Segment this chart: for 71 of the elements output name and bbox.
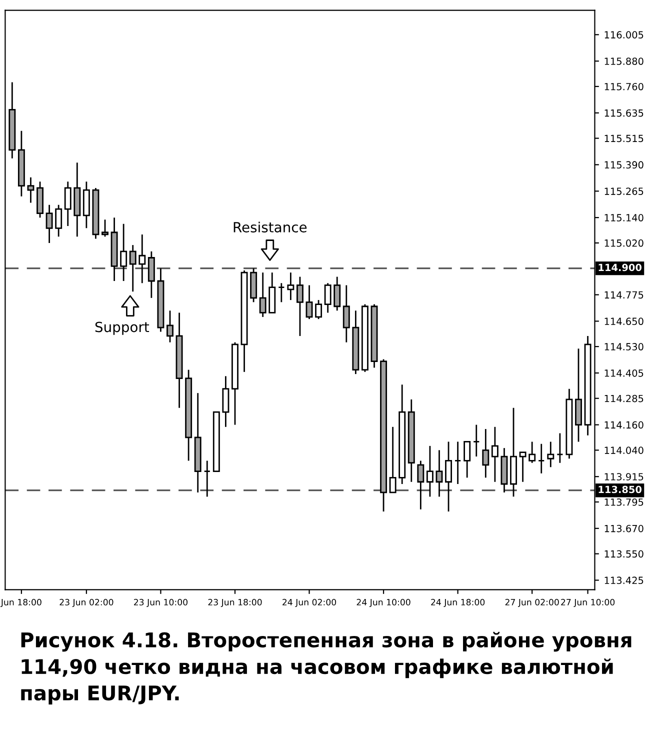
candlestick [315,299,322,320]
candlestick [222,375,230,428]
y-tick-label: 114.405 [604,369,644,377]
candlestick [556,432,564,464]
candlestick [445,441,452,512]
y-tick-label: 116.005 [604,31,644,38]
candlestick [27,176,34,204]
candlestick [464,441,471,478]
y-tick-label: 113.425 [604,576,644,584]
candlestick [129,244,136,292]
y-tick-label: 115.760 [604,82,644,90]
y-tick-label: 115.880 [604,58,644,65]
y-tick-label: 114.650 [604,318,644,326]
candlestick [389,426,396,494]
y-tick-label: 113.670 [604,524,644,532]
x-tick-label: 24 Jun 18:00 [431,598,485,608]
y-tick-label: 115.140 [604,214,644,222]
candlestick [417,460,424,510]
y-tick-label: 115.020 [604,239,644,247]
annotation: Resistance [234,222,307,232]
candlestick [64,180,72,227]
ref-line-label: 114.900 [598,264,642,272]
y-tick-label: 114.530 [604,343,644,350]
candlestick [491,426,498,483]
y-tick-label: 113.795 [604,498,644,506]
candlestick [306,284,313,320]
x-tick-label: 27 Jun 02:00 [505,598,559,608]
ref-line-label: 113.850 [598,486,642,494]
text: Рисунок 4.18. Второстепенная зона в районе уровня 114,90 четко видна на часовом графике валютной пары EUR/JPY. [21,632,632,704]
x-tick-label: 27 Jun 10:00 [561,598,615,608]
y-tick-label: 115.390 [604,161,644,169]
x-tick-label: 23 Jun 02:00 [60,598,114,608]
candlestick [519,452,526,483]
candlestick [204,460,211,498]
candlestick [547,441,554,468]
y-tick-label: 113.550 [604,550,644,558]
candlestick [296,276,304,337]
candlestick [138,234,146,284]
x-tick-label: 23 Jun 10:00 [134,598,188,608]
x-tick-label: 24 Jun 10:00 [356,598,410,608]
y-tick-label: 115.515 [604,134,644,142]
candlestick [472,424,480,458]
candlestick [259,272,266,318]
candlestick [436,449,443,498]
y-tick-label: 114.775 [604,291,644,299]
candlestick [148,250,155,299]
candlestick [342,284,350,344]
candlestick [426,445,434,498]
candlestick [55,204,62,238]
candlestick [46,204,53,244]
y-tick-label: 114.285 [604,394,644,402]
candlestick [278,282,285,303]
candlestick [120,223,128,282]
candlestick [334,276,341,312]
candlestick [287,272,294,301]
x-tick-label: 23 Jun 18:00 [208,598,262,608]
y-tick-label: 114.160 [604,421,644,429]
y-tick-label: 115.635 [604,109,644,117]
y-tick-label: 113.915 [604,473,644,480]
y-tick-label: 115.265 [604,188,644,195]
annotation: Support [95,322,150,335]
candlestick [324,282,332,314]
x-tick-label: 24 Jun 02:00 [282,598,336,608]
candlestick [482,428,490,478]
candlestick [454,441,462,485]
candlestick [528,441,536,464]
x-tick-label: Jun 18:00 [0,598,42,608]
candlestick [102,218,108,238]
candlestick [538,443,545,474]
y-tick-label: 114.040 [604,446,644,454]
candlestick [166,310,174,344]
